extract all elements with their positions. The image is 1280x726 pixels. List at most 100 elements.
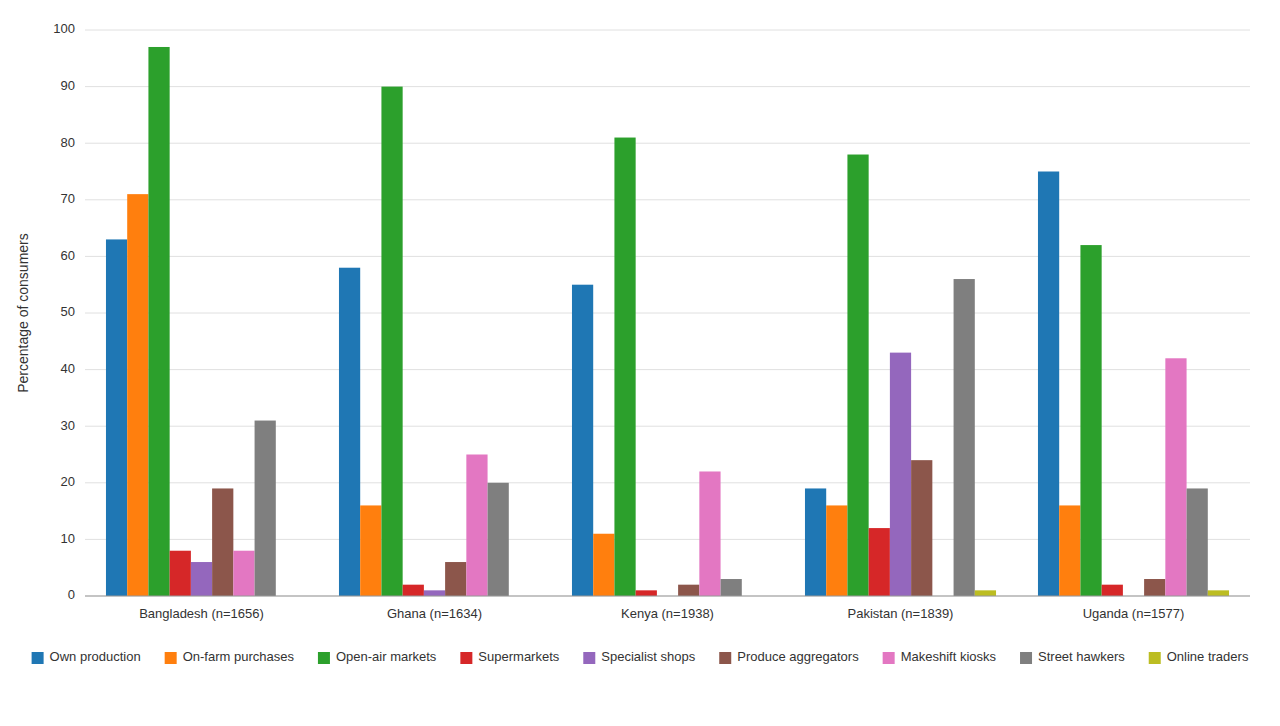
bar <box>678 585 699 596</box>
bar <box>593 534 614 596</box>
bar <box>1080 245 1101 596</box>
bar <box>255 421 276 596</box>
y-tick-label: 100 <box>53 21 75 36</box>
series <box>127 194 1080 596</box>
legend-swatch <box>883 652 895 664</box>
legend-item: Open-air markets <box>318 649 437 664</box>
bar <box>403 585 424 596</box>
legend-label: Produce aggregators <box>737 649 859 664</box>
legend-swatch <box>1149 652 1161 664</box>
x-tick-label: Kenya (n=1938) <box>621 606 714 621</box>
bar <box>890 353 911 596</box>
bar <box>1187 488 1208 596</box>
legend-item: Online traders <box>1149 649 1249 664</box>
series <box>212 460 1165 596</box>
bar <box>488 483 509 596</box>
legend-label: Specialist shops <box>601 649 695 664</box>
series <box>255 279 1208 596</box>
bar <box>170 551 191 596</box>
legend-label: Street hawkers <box>1038 649 1125 664</box>
bar <box>954 279 975 596</box>
y-tick-label: 50 <box>61 304 75 319</box>
legend-label: Online traders <box>1167 649 1249 664</box>
y-axis: 0102030405060708090100 <box>53 21 75 602</box>
bar <box>1102 585 1123 596</box>
y-tick-label: 10 <box>61 531 75 546</box>
series <box>170 528 1123 596</box>
bar <box>466 455 487 597</box>
bar <box>805 488 826 596</box>
legend-item: Own production <box>32 649 141 664</box>
y-tick-label: 0 <box>68 587 75 602</box>
y-axis-label: Percentage of consumers <box>15 233 31 393</box>
grid <box>85 30 1250 596</box>
legend-label: Supermarkets <box>478 649 559 664</box>
legend-label: On-farm purchases <box>183 649 295 664</box>
series <box>191 353 911 596</box>
y-tick-label: 80 <box>61 135 75 150</box>
y-tick-label: 30 <box>61 418 75 433</box>
y-tick-label: 60 <box>61 248 75 263</box>
x-tick-label: Uganda (n=1577) <box>1083 606 1185 621</box>
bar <box>847 155 868 596</box>
legend-item: Produce aggregators <box>719 649 859 664</box>
bar <box>826 505 847 596</box>
grid-line <box>85 143 1250 144</box>
legend-swatch <box>583 652 595 664</box>
legend-item: Makeshift kiosks <box>883 649 997 664</box>
bar <box>1038 172 1059 597</box>
y-tick-label: 70 <box>61 191 75 206</box>
grid-line <box>85 86 1250 87</box>
x-tick-label: Ghana (n=1634) <box>387 606 482 621</box>
y-tick-label: 20 <box>61 474 75 489</box>
bar <box>381 87 402 596</box>
bar <box>148 47 169 596</box>
bars <box>106 47 1229 596</box>
bar <box>212 488 233 596</box>
legend-item: Specialist shops <box>583 649 695 664</box>
series <box>148 47 1101 596</box>
bar <box>1144 579 1165 596</box>
bar <box>1165 358 1186 596</box>
x-tick-label: Pakistan (n=1839) <box>848 606 954 621</box>
legend-swatch <box>165 652 177 664</box>
legend-swatch <box>318 652 330 664</box>
grid-line <box>85 256 1250 257</box>
x-axis: Bangladesh (n=1656) Ghana (n=1634) Kenya (… <box>85 596 1250 621</box>
legend-label: Makeshift kiosks <box>901 649 997 664</box>
legend-label: Own production <box>50 649 141 664</box>
chart-container: 0102030405060708090100Percentage of cons… <box>0 0 1280 726</box>
grid-line <box>85 596 1250 597</box>
legend-label: Open-air markets <box>336 649 437 664</box>
grid-line <box>85 369 1250 370</box>
grid-line <box>85 30 1250 31</box>
bar <box>572 285 593 596</box>
legend-item: Street hawkers <box>1020 649 1125 664</box>
chart-svg: 0102030405060708090100Percentage of cons… <box>0 0 1280 726</box>
legend-swatch <box>719 652 731 664</box>
legend-swatch <box>32 652 44 664</box>
bar <box>1059 505 1080 596</box>
bar <box>614 138 635 596</box>
bar <box>233 551 254 596</box>
bar <box>721 579 742 596</box>
bar <box>1208 590 1229 596</box>
bar <box>360 505 381 596</box>
series <box>233 358 1186 596</box>
legend-swatch <box>460 652 472 664</box>
bar <box>975 590 996 596</box>
legend-swatch <box>1020 652 1032 664</box>
series <box>975 590 1229 596</box>
series <box>106 172 1059 597</box>
legend: Own production On-farm purchases Open-air … <box>32 649 1249 664</box>
bar <box>127 194 148 596</box>
bar <box>445 562 466 596</box>
bar <box>699 471 720 596</box>
bar <box>339 268 360 596</box>
legend-item: Supermarkets <box>460 649 559 664</box>
y-tick-label: 40 <box>61 361 75 376</box>
bar <box>911 460 932 596</box>
grid-line <box>85 313 1250 314</box>
bar <box>106 239 127 596</box>
x-tick-label: Bangladesh (n=1656) <box>139 606 264 621</box>
